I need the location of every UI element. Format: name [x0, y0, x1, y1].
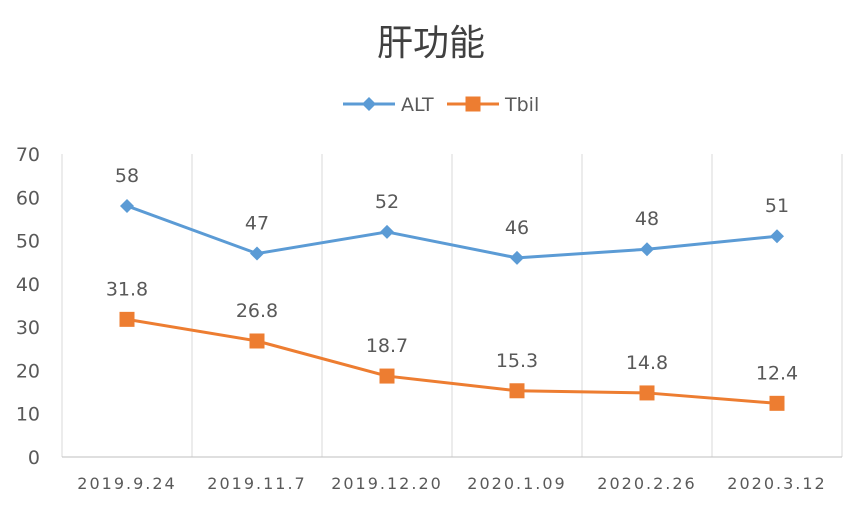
data-point-alt [250, 246, 264, 261]
axes: 0 10 20 30 40 50 60 70 2019.9.24 2019.11.7 2019.12… [16, 144, 842, 493]
data-point-alt [640, 242, 654, 257]
y-tick-label: 60 [16, 187, 40, 209]
legend-marker [362, 97, 376, 111]
data-point-alt [770, 229, 784, 244]
legend-label: Tbil [504, 94, 539, 116]
data-point-tbil [249, 333, 265, 349]
x-tick-label: 2020.3.12 [727, 474, 826, 493]
data-label-alt: 47 [245, 213, 269, 235]
data-label-alt: 52 [375, 191, 399, 213]
grid-lines [61, 154, 843, 457]
legend-item-tbil: Tbil [447, 94, 539, 116]
data-label-alt: 48 [635, 208, 659, 230]
data-point-tbil [119, 311, 135, 327]
data-point-alt [510, 250, 524, 265]
x-tick-label: 2020.1.09 [467, 474, 566, 493]
data-point-tbil [509, 383, 525, 399]
legend: ALT Tbil [343, 94, 539, 116]
data-point-tbil [379, 368, 395, 384]
y-tick-label: 50 [16, 231, 40, 253]
data-point-tbil [639, 385, 655, 401]
series-layer [119, 198, 785, 411]
data-point-alt [120, 198, 134, 213]
chart-title: 肝功能 [377, 23, 485, 64]
data-label-tbil: 26.8 [236, 300, 278, 322]
x-tick-label: 2019.11.7 [207, 474, 306, 493]
y-tick-label: 70 [16, 144, 40, 166]
y-tick-label: 40 [16, 274, 40, 296]
data-point-tbil [769, 395, 785, 411]
y-tick-label: 10 [16, 404, 40, 426]
x-tick-label: 2020.2.26 [597, 474, 696, 493]
data-label-tbil: 14.8 [626, 352, 668, 374]
data-label-tbil: 15.3 [496, 350, 538, 372]
data-label-alt: 58 [115, 165, 139, 187]
legend-label: ALT [401, 94, 434, 116]
legend-marker [465, 96, 481, 112]
y-tick-label: 0 [28, 447, 40, 469]
legend-item-alt: ALT [343, 94, 434, 116]
data-label-tbil: 18.7 [366, 335, 408, 357]
y-tick-label: 30 [16, 317, 40, 339]
x-tick-label: 2019.12.20 [331, 474, 443, 493]
data-labels: 58 47 52 46 48 51 31.8 26.8 18.7 15.3 14.8 12.4 [106, 165, 798, 384]
data-label-alt: 46 [505, 217, 529, 239]
x-tick-label: 2019.9.24 [77, 474, 176, 493]
data-label-tbil: 12.4 [756, 362, 798, 384]
data-point-alt [380, 224, 394, 239]
y-tick-label: 20 [16, 360, 40, 382]
data-label-alt: 51 [765, 195, 789, 217]
series-line-tbil [126, 317, 778, 405]
series-line-alt [126, 204, 778, 260]
data-label-tbil: 31.8 [106, 278, 148, 300]
